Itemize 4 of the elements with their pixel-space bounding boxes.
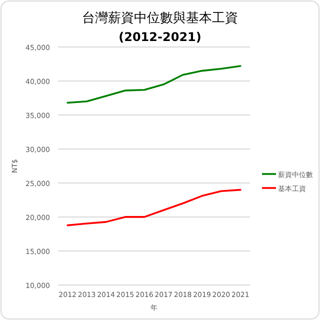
line-series [66, 65, 242, 104]
chart-title: 台灣薪資中位數與基本工資 [82, 11, 238, 26]
chart-subtitle: (2012-2021) [118, 30, 202, 44]
line-series [66, 188, 242, 226]
